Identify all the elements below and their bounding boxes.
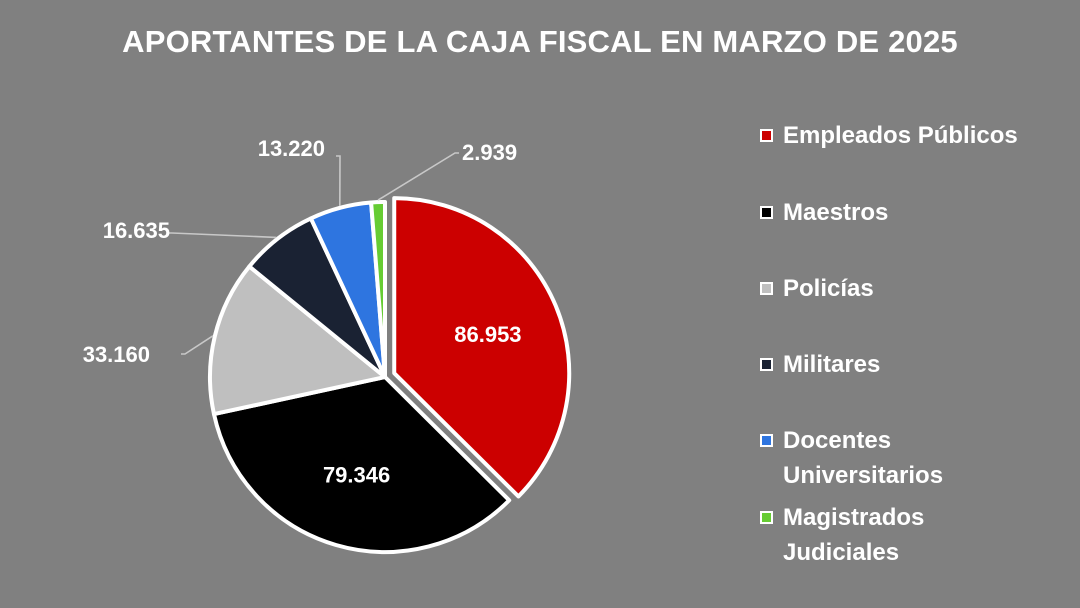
data-label-empleados-publicos: 86.953 xyxy=(454,322,521,347)
data-label-policias: 33.160 xyxy=(83,342,150,367)
leader-lines xyxy=(168,152,459,355)
data-labels: 86.953 79.346 33.160 16.635 13.220 2.939 xyxy=(83,136,522,487)
legend-item-maestros: Maestros xyxy=(760,195,1073,230)
leader-line-militares xyxy=(168,232,277,239)
chart-title: APORTANTES DE LA CAJA FISCAL EN MARZO DE… xyxy=(122,24,958,59)
pie-slice-magistrados-judiciales xyxy=(369,199,387,379)
legend-swatch xyxy=(760,434,773,447)
data-label-maestros: 79.346 xyxy=(323,462,390,487)
legend-swatch xyxy=(760,129,773,142)
legend-label: Maestros xyxy=(783,199,889,226)
leader-line-magistrados-judiciales xyxy=(377,152,459,201)
pie-slice-empleados-publicos xyxy=(392,196,572,499)
legend-swatch xyxy=(760,206,773,219)
legend-item-magistrados-judiciales: Magistrados Judiciales xyxy=(760,500,1073,570)
legend-swatch xyxy=(760,358,773,371)
pie-slices xyxy=(208,196,572,554)
pie-slice-policias xyxy=(208,264,387,417)
data-label-docentes-universitarios: 13.220 xyxy=(258,136,325,161)
legend-item-empleados-publicos: Empleados Públicos xyxy=(760,118,1073,153)
legend-swatch xyxy=(760,511,773,524)
pie-slice-maestros xyxy=(211,375,512,554)
legend-label: Magistrados Judiciales xyxy=(783,504,925,566)
leader-line-policias xyxy=(181,335,214,355)
legend-item-militares: Militares xyxy=(760,347,1073,382)
legend-swatch xyxy=(760,282,773,295)
leader-line-docentes-universitarios xyxy=(336,155,341,206)
data-label-militares: 16.635 xyxy=(103,218,170,243)
legend-label: Docentes Universitarios xyxy=(783,427,944,489)
data-label-magistrados-judiciales: 2.939 xyxy=(462,140,517,165)
legend-label: Policías xyxy=(783,275,874,302)
legend-item-docentes-universitarios: Docentes Universitarios xyxy=(760,423,1073,493)
legend-item-policias: Policías xyxy=(760,271,1073,306)
legend-label: Militares xyxy=(783,351,881,378)
legend-label: Empleados Públicos xyxy=(783,122,1018,149)
